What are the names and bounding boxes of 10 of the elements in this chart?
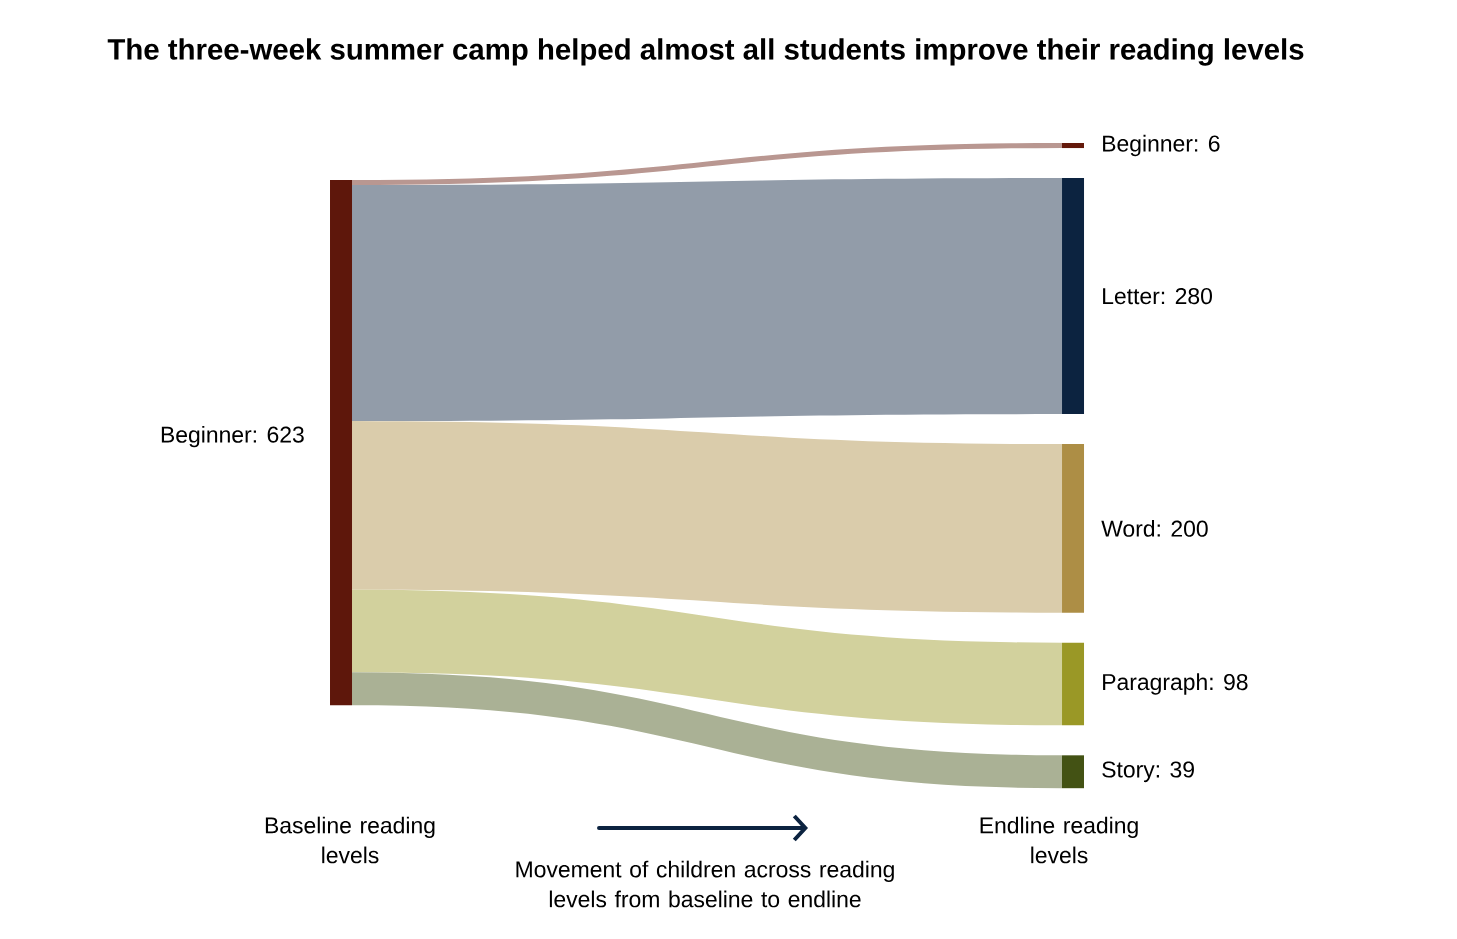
- data-label: Beginner: 6: [1103, 134, 1220, 157]
- text: Endline reading levels: [980, 816, 1138, 864]
- data-label: Word: 200: [1101, 519, 1208, 537]
- data-label: Paragraph: 98: [1103, 673, 1248, 695]
- data-label: Story: 39: [1102, 761, 1194, 783]
- text: Movement of children across reading levels from baseline to endline: [516, 860, 894, 908]
- text: Beginner: 623: [161, 425, 304, 448]
- text: Baseline reading levels: [265, 816, 435, 864]
- text: The three-week summer camp helped almost all students improve their reading levels: [107, 38, 1304, 66]
- data-label: Letter: 280: [1103, 287, 1212, 305]
